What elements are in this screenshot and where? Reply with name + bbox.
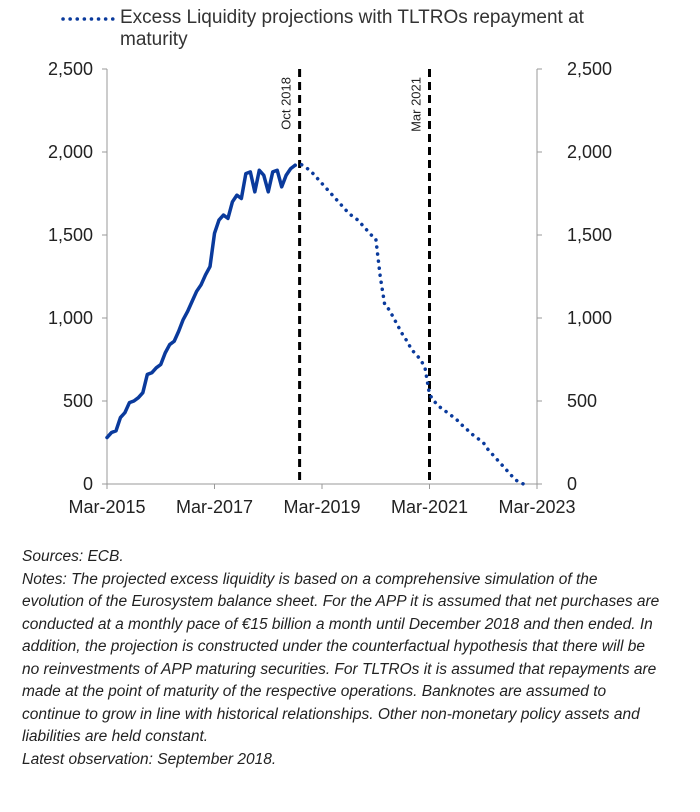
annotation-label: Oct 2018: [279, 77, 294, 130]
notes: Notes: The projected excess liquidity is…: [22, 570, 660, 746]
series-line: [105, 163, 297, 440]
y2-tick-label: 1,500: [567, 225, 612, 245]
y-tick-label: 1,000: [48, 308, 93, 328]
x-tick-label: Mar-2017: [176, 497, 253, 517]
annotation-label: Mar 2021: [409, 77, 424, 132]
y-tick-label: 1,500: [48, 225, 93, 245]
x-tick-label: Mar-2015: [68, 497, 145, 517]
x-tick-label: Mar-2021: [391, 497, 468, 517]
x-tick-label: Mar-2023: [498, 497, 575, 517]
latest-observation: Latest observation: September 2018.: [22, 750, 277, 768]
x-tick-label: Mar-2019: [283, 497, 360, 517]
y-tick-label: 2,000: [48, 142, 93, 162]
y-tick-label: 0: [83, 474, 93, 494]
y2-tick-label: 0: [567, 474, 577, 494]
chart: 0 500 1,000 1,500 2,000 2,500 0 500 1,000 1,500 2,…: [48, 17, 612, 517]
y2-tick-label: 1,000: [567, 308, 612, 328]
y2-tick-label: 2,500: [567, 59, 612, 79]
sources: Sources: ECB.: [22, 548, 124, 565]
y2-tick-label: 2,000: [567, 142, 612, 162]
series-line: [293, 161, 526, 486]
y-tick-label: 2,500: [48, 59, 93, 79]
footnotes: Sources: ECB. Notes: The projected exces…: [22, 546, 662, 771]
y-tick-label: 500: [63, 391, 93, 411]
legend-label: Excess Liquidity projections with TLTROs…: [120, 7, 584, 50]
y2-tick-label: 500: [567, 391, 597, 411]
